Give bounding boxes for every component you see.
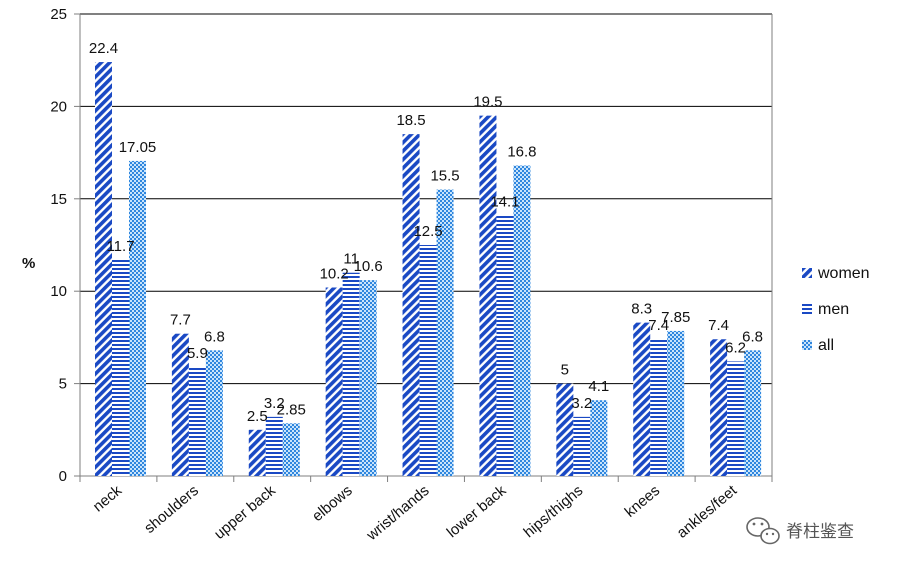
bar-all-neck [129,160,146,476]
data-label-all-neck: 17.05 [119,139,157,156]
bar-all-ankles-feet [744,350,762,476]
bar-men-neck [112,259,129,476]
bar-all-lower-back [513,165,531,476]
data-label-all-elbows: 10.6 [354,258,383,275]
y-tick-label-20: 20 [50,98,67,115]
bar-women-ankles-feet [710,339,728,476]
data-label-women-wrist-hands: 18.5 [396,112,425,129]
bar-men-hips-thighs [573,416,591,476]
data-label-men-hips-thighs: 3.2 [571,395,592,412]
bar-all-hips-thighs [590,400,608,476]
y-tick-label-5: 5 [59,376,67,393]
bar-men-shoulders [188,366,206,476]
data-label-all-lower-back: 16.8 [507,144,536,161]
legend-swatch-men [802,304,812,314]
category-labels: neck shoulders upper back elbows wrist/hands… [90,482,741,545]
data-label-all-shoulders: 6.8 [204,328,225,345]
bar-women-hips-thighs [556,383,574,476]
y-tick-label-0: 0 [59,468,67,485]
bar-women-elbows [325,287,343,476]
legend-swatch-women [802,268,812,278]
data-label-all-hips-thighs: 4.1 [588,378,609,395]
data-label-men-shoulders: 5.9 [187,345,208,362]
y-tick-label-15: 15 [50,191,67,208]
data-label-men-knees: 7.4 [648,317,669,334]
data-label-all-knees: 7.85 [661,309,690,326]
data-label-men-lower-back: 14.1 [490,193,519,210]
data-label-all-ankles-feet: 6.8 [742,328,763,345]
x-tick-label-knees: knees [622,482,664,521]
bars [95,62,762,476]
y-axis-label: % [22,255,35,272]
watermark: 脊柱鉴查 [746,517,854,545]
legend-label-all: all [818,337,834,354]
y-tick-label-25: 25 [50,6,67,23]
data-label-women-lower-back: 19.5 [473,94,502,111]
data-label-men-wrist-hands: 12.5 [413,223,442,240]
data-label-all-wrist-hands: 15.5 [430,168,459,185]
y-tick-label-10: 10 [50,283,67,300]
x-tick-label-neck: neck [90,482,126,516]
legend: women men all [802,265,870,354]
data-label-men-neck: 11.7 [106,238,134,255]
data-label-men-elbows: 11 [343,251,359,268]
watermark-text: 脊柱鉴查 [786,522,854,542]
data-label-women-hips-thighs: 5 [561,362,569,379]
bar-all-knees [667,330,685,476]
bar-all-shoulders [205,350,223,476]
legend-label-men: men [818,301,849,318]
bar-women-lower-back [479,115,497,476]
data-label-men-ankles-feet: 6.2 [725,339,746,356]
bar-all-elbows [359,280,377,476]
data-label-all-upper-back: 2.85 [277,401,306,418]
x-tick-label-upper-back: upper back [211,482,279,543]
data-labels: 22.411.717.057.75.96.82.53.22.8510.21110… [89,40,763,425]
bar-all-upper-back [282,423,300,476]
data-label-women-upper-back: 2.5 [247,408,268,425]
data-label-women-shoulders: 7.7 [170,312,191,329]
bar-women-knees [633,322,651,476]
x-tick-label-lower-back: lower back [444,482,510,541]
data-label-women-ankles-feet: 7.4 [708,317,729,334]
bar-men-wrist-hands [419,245,437,476]
bar-all-wrist-hands [436,189,454,476]
data-label-women-neck: 22.4 [89,40,118,57]
legend-label-women: women [817,265,870,282]
x-tick-label-ankles-feet: ankles/feet [674,482,741,542]
x-tick-label-elbows: elbows [309,482,356,525]
bar-women-wrist-hands [402,134,420,476]
data-label-men-upper-back: 3.2 [264,395,285,412]
bar-men-upper-back [265,416,283,476]
data-label-women-elbows: 10.2 [320,266,349,283]
x-tick-label-wrist-hands: wrist/hands [363,482,433,544]
bar-women-upper-back [248,429,266,476]
wechat-icon [746,517,780,545]
x-tick-label-hips-thighs: hips/thighs [520,482,586,541]
x-tick-label-shoulders: shoulders [141,482,202,537]
bar-men-knees [650,339,668,476]
bar-men-elbows [342,272,360,476]
bar-men-ankles-feet [727,361,745,476]
bar-women-neck [95,62,112,476]
bar-women-shoulders [171,333,189,476]
legend-swatch-all [802,340,812,350]
data-label-women-knees: 8.3 [631,301,652,318]
tick-labels: 0 5 10 15 20 25 [50,6,67,485]
bar-men-lower-back [496,215,514,476]
